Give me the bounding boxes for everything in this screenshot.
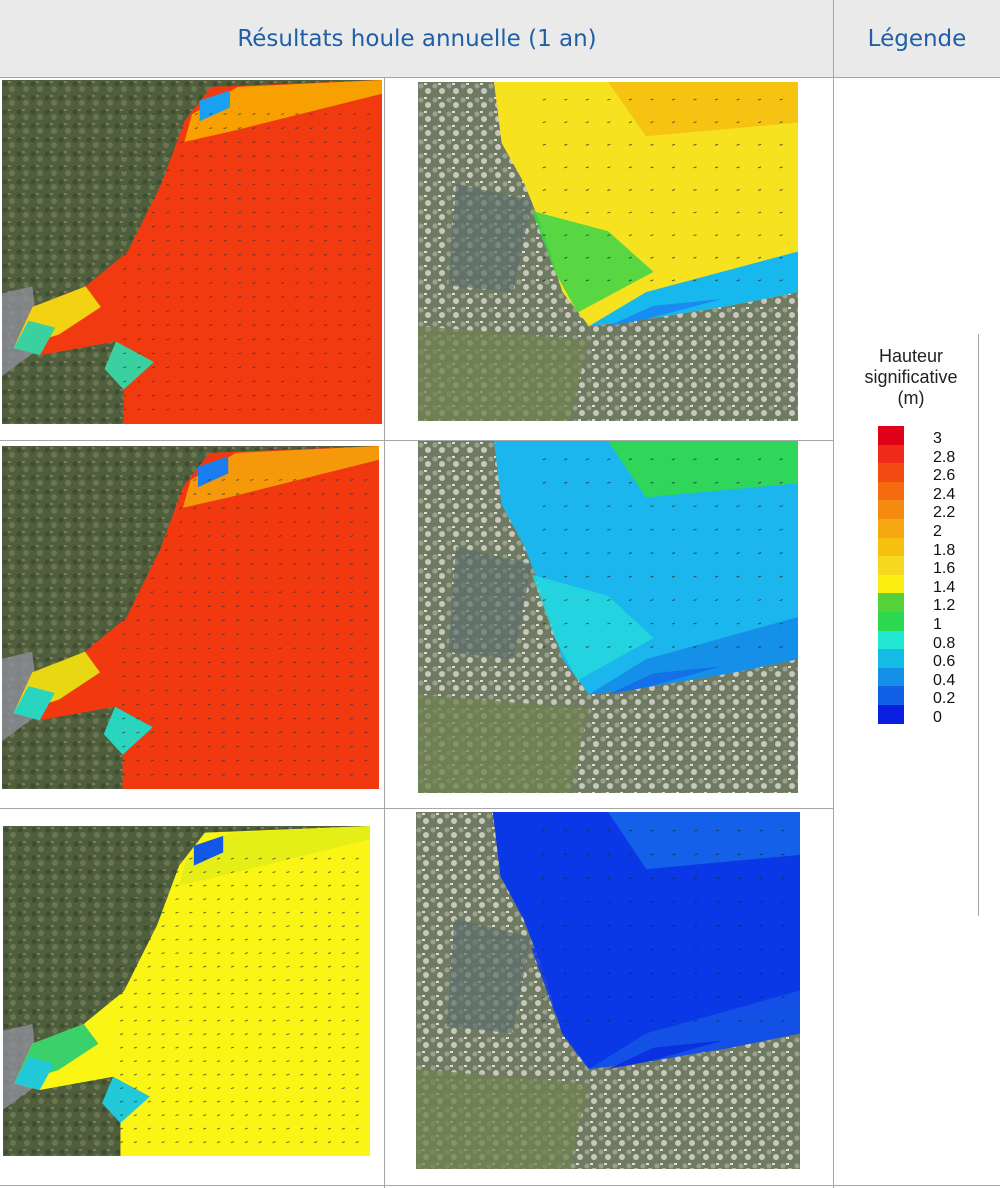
legend-label: 0.2	[933, 690, 956, 708]
zoom-map-graphic	[418, 441, 798, 793]
legend-label: 2	[933, 523, 942, 540]
table-line	[0, 808, 833, 809]
legend-swatch	[878, 705, 904, 725]
legend-swatch	[878, 612, 904, 632]
legend-label: 2.6	[933, 467, 956, 485]
legend-label: 1.6	[933, 560, 956, 578]
legend-label: 1.4	[933, 578, 956, 596]
legend-swatch	[878, 556, 904, 576]
legend-label: 0.6	[933, 653, 956, 671]
legend-swatch	[878, 630, 904, 650]
wide-area-map	[2, 80, 382, 424]
legend-swatch	[878, 444, 904, 464]
legend-swatch	[878, 686, 904, 706]
zoom-map-graphic	[416, 812, 800, 1169]
legend-label: 1.8	[933, 541, 956, 559]
wide-area-map	[3, 826, 370, 1156]
legend-swatch	[878, 463, 904, 483]
legend-swatch	[878, 593, 904, 613]
table-line	[384, 77, 385, 1188]
legend-label: 2.4	[933, 485, 956, 503]
table-line	[0, 440, 833, 441]
legend-swatch	[878, 574, 904, 594]
legend-title-line: Hauteur	[878, 346, 944, 366]
wide-map-graphic	[2, 80, 382, 424]
legend-title-line: significative	[864, 367, 958, 387]
legend-swatch	[878, 667, 904, 687]
wave-height-legend: Hauteur significative (m) 3 2.8 2.6 2.4 2.2 2…	[836, 334, 1000, 924]
legend-label: 3	[933, 430, 942, 447]
results-header: Résultats houle annuelle (1 an)	[0, 0, 834, 77]
legend-header: Légende	[834, 0, 1000, 77]
legend-label: 0	[933, 709, 942, 726]
wide-map-graphic	[2, 446, 379, 789]
legend-label: 1.2	[933, 597, 956, 615]
legend-label: 2.8	[933, 448, 956, 466]
zoom-area-map	[416, 812, 800, 1169]
legend-title-line: (m)	[897, 388, 925, 408]
legend-swatch	[878, 649, 904, 669]
legend-label: 0.8	[933, 634, 956, 652]
legend-header-title: Légende	[867, 25, 967, 52]
legend-divider	[978, 334, 979, 916]
wide-map-graphic	[3, 826, 370, 1156]
legend-swatch	[878, 537, 904, 557]
legend-swatch	[878, 500, 904, 520]
legend-label: 0.4	[933, 671, 956, 689]
table-line	[0, 77, 1000, 78]
zoom-area-map	[418, 82, 798, 421]
results-title: Résultats houle annuelle (1 an)	[237, 25, 597, 52]
wide-area-map	[2, 446, 379, 789]
legend-swatch	[878, 481, 904, 501]
legend-swatch	[878, 519, 904, 539]
legend-swatch	[878, 426, 904, 446]
legend-label: 2.2	[933, 504, 956, 522]
legend-label: 1	[933, 616, 942, 633]
table-line	[0, 1185, 1000, 1186]
zoom-map-graphic	[418, 82, 798, 421]
zoom-area-map	[418, 441, 798, 793]
table-line	[833, 0, 834, 1188]
